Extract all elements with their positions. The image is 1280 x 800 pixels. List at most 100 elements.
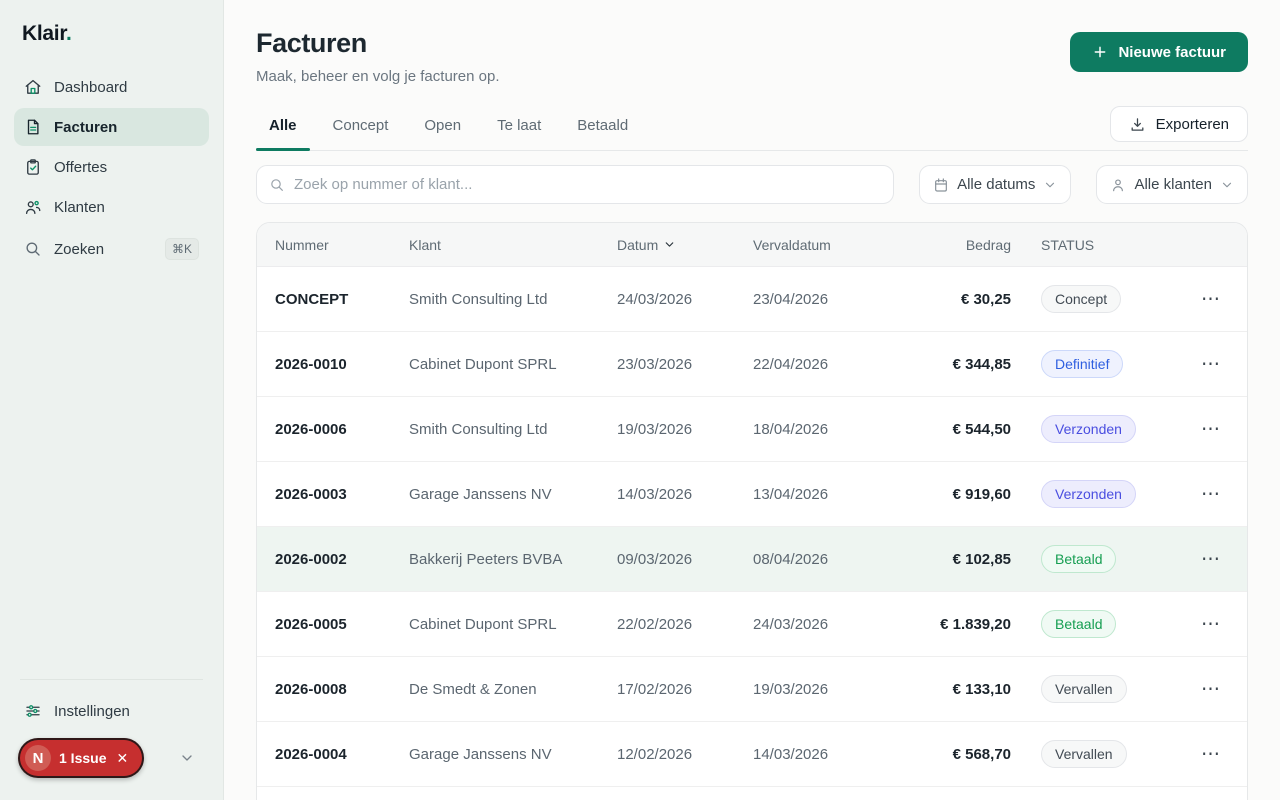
invoice-number: 2026-0004: [275, 745, 347, 763]
person-icon: [1110, 177, 1126, 193]
chevron-down-icon[interactable]: [169, 744, 205, 772]
chevron-down-icon: [1220, 178, 1234, 192]
row-actions-button[interactable]: ⋯: [1199, 546, 1223, 573]
invoice-date: 17/02/2026: [617, 680, 693, 698]
status-badge: Betaald: [1041, 545, 1117, 573]
invoice-status-cell: Verzonden: [1041, 480, 1187, 508]
main-content: Facturen Maak, beheer en volg je facture…: [224, 0, 1280, 800]
table-row[interactable]: 2026-0010 Cabinet Dupont SPRL 23/03/2026 22…: [257, 332, 1247, 397]
table-row[interactable]: 2026-0004 Garage Janssens NV 12/02/2026 14/…: [257, 722, 1247, 787]
status-badge: Definitief: [1041, 350, 1124, 378]
invoice-due-date: 22/04/2026: [753, 355, 829, 373]
sidebar: Klair. Dashboard Facturen Offertes Klant…: [0, 0, 224, 800]
table-header-row: Nummer Klant Datum Vervaldatum Bedrag ST…: [257, 223, 1247, 267]
invoice-table-body: CONCEPT Smith Consulting Ltd 24/03/2026 23/…: [257, 267, 1247, 787]
client-filter-select[interactable]: Alle klanten: [1096, 165, 1248, 204]
table-row[interactable]: 2026-0006 Smith Consulting Ltd 19/03/2026 1…: [257, 397, 1247, 462]
invoice-client: Bakkerij Peeters BVBA: [409, 550, 563, 568]
invoice-date: 19/03/2026: [617, 420, 693, 438]
invoice-client: Garage Janssens NV: [409, 745, 552, 763]
tabs-row: Alle Concept Open Te laat Betaald Export…: [256, 106, 1248, 151]
tab-concept[interactable]: Concept: [332, 117, 389, 134]
sidebar-item-label: Instellingen: [54, 702, 130, 720]
invoice-due-date: 18/04/2026: [753, 420, 829, 438]
status-badge: Vervallen: [1041, 740, 1127, 768]
search-box: [256, 165, 895, 204]
invoice-client: Smith Consulting Ltd: [409, 420, 548, 438]
invoice-amount: € 568,70: [952, 745, 1011, 763]
invoice-client: Cabinet Dupont SPRL: [409, 615, 557, 633]
column-header-datum[interactable]: Datum: [617, 237, 753, 253]
invoice-status-cell: Vervallen: [1041, 740, 1187, 768]
invoice-status-cell: Verzonden: [1041, 415, 1187, 443]
status-badge: Vervallen: [1041, 675, 1127, 703]
tab-te-laat[interactable]: Te laat: [497, 117, 542, 134]
tab-open[interactable]: Open: [424, 117, 462, 134]
sidebar-spacer: [14, 270, 209, 669]
invoice-amount: € 1.839,20: [940, 615, 1011, 633]
invoice-number: 2026-0005: [275, 615, 347, 633]
invoice-number: 2026-0002: [275, 550, 347, 568]
table-row[interactable]: 2026-0002 Bakkerij Peeters BVBA 09/03/2026…: [257, 527, 1247, 592]
new-invoice-button[interactable]: Nieuwe factuur: [1070, 32, 1248, 72]
search-input[interactable]: [294, 176, 882, 193]
sidebar-divider: [20, 679, 203, 680]
invoice-date: 24/03/2026: [617, 290, 693, 308]
users-icon: [24, 198, 42, 216]
tab-betaald[interactable]: Betaald: [577, 117, 629, 134]
close-icon[interactable]: ✕: [116, 749, 129, 766]
row-actions-button[interactable]: ⋯: [1199, 611, 1223, 638]
row-actions-button[interactable]: ⋯: [1199, 416, 1223, 443]
invoice-amount: € 30,25: [960, 290, 1011, 308]
invoice-due-date: 14/03/2026: [753, 745, 829, 763]
status-badge: Verzonden: [1041, 480, 1136, 508]
table-row[interactable]: 2026-0005 Cabinet Dupont SPRL 22/02/2026 24…: [257, 592, 1247, 657]
invoice-amount: € 544,50: [952, 420, 1011, 438]
invoice-date: 14/03/2026: [617, 485, 693, 503]
column-header-vervaldatum: Vervaldatum: [753, 236, 831, 253]
invoice-date: 22/02/2026: [617, 615, 693, 633]
row-actions-button[interactable]: ⋯: [1199, 481, 1223, 508]
invoice-due-date: 19/03/2026: [753, 680, 829, 698]
tab-alle[interactable]: Alle: [256, 107, 310, 151]
invoice-amount: € 133,10: [952, 680, 1011, 698]
row-actions-button[interactable]: ⋯: [1199, 676, 1223, 703]
page-title: Facturen: [256, 28, 367, 58]
invoice-due-date: 24/03/2026: [753, 615, 829, 633]
sidebar-item-zoeken[interactable]: Zoeken ⌘K: [14, 228, 209, 270]
sidebar-item-facturen[interactable]: Facturen: [14, 108, 209, 146]
sidebar-item-dashboard[interactable]: Dashboard: [14, 68, 209, 106]
column-header-klant: Klant: [409, 236, 441, 253]
sidebar-item-offertes[interactable]: Offertes: [14, 148, 209, 186]
invoice-amount: € 344,85: [952, 355, 1011, 373]
date-filter-select[interactable]: Alle datums: [919, 165, 1072, 204]
invoice-date: 09/03/2026: [617, 550, 693, 568]
status-badge: Concept: [1041, 285, 1122, 313]
row-actions-button[interactable]: ⋯: [1199, 741, 1223, 768]
row-actions-button[interactable]: ⋯: [1199, 351, 1223, 378]
invoice-amount: € 102,85: [952, 550, 1011, 568]
export-button[interactable]: Exporteren: [1109, 106, 1248, 142]
invoice-status-cell: Concept: [1041, 285, 1187, 313]
sidebar-item-label: Zoeken: [54, 240, 105, 258]
issue-badge[interactable]: N 1 Issue ✕: [18, 738, 145, 778]
sidebar-item-label: Offertes: [54, 158, 108, 176]
page-header: Facturen Maak, beheer en volg je facture…: [256, 28, 1248, 85]
invoice-date: 12/02/2026: [617, 745, 693, 763]
clipboard-check-icon: [24, 158, 42, 176]
invoice-number: CONCEPT: [275, 290, 349, 308]
row-actions-button[interactable]: ⋯: [1199, 286, 1223, 313]
column-header-nummer: Nummer: [275, 236, 329, 253]
invoice-status-cell: Betaald: [1041, 610, 1187, 638]
table-row[interactable]: 2026-0003 Garage Janssens NV 14/03/2026 13/…: [257, 462, 1247, 527]
sidebar-item-klanten[interactable]: Klanten: [14, 188, 209, 226]
invoice-date: 23/03/2026: [617, 355, 693, 373]
invoice-client: Cabinet Dupont SPRL: [409, 355, 557, 373]
table-row[interactable]: CONCEPT Smith Consulting Ltd 24/03/2026 23/…: [257, 267, 1247, 332]
table-row[interactable]: 2026-0008 De Smedt & Zonen 17/02/2026 19/03…: [257, 657, 1247, 722]
tabs: Alle Concept Open Te laat Betaald: [256, 107, 1248, 151]
shortcut-badge: ⌘K: [164, 238, 199, 260]
sidebar-item-instellingen[interactable]: Instellingen: [14, 692, 209, 730]
invoice-due-date: 13/04/2026: [753, 485, 829, 503]
sidebar-item-label: Dashboard: [54, 78, 128, 96]
